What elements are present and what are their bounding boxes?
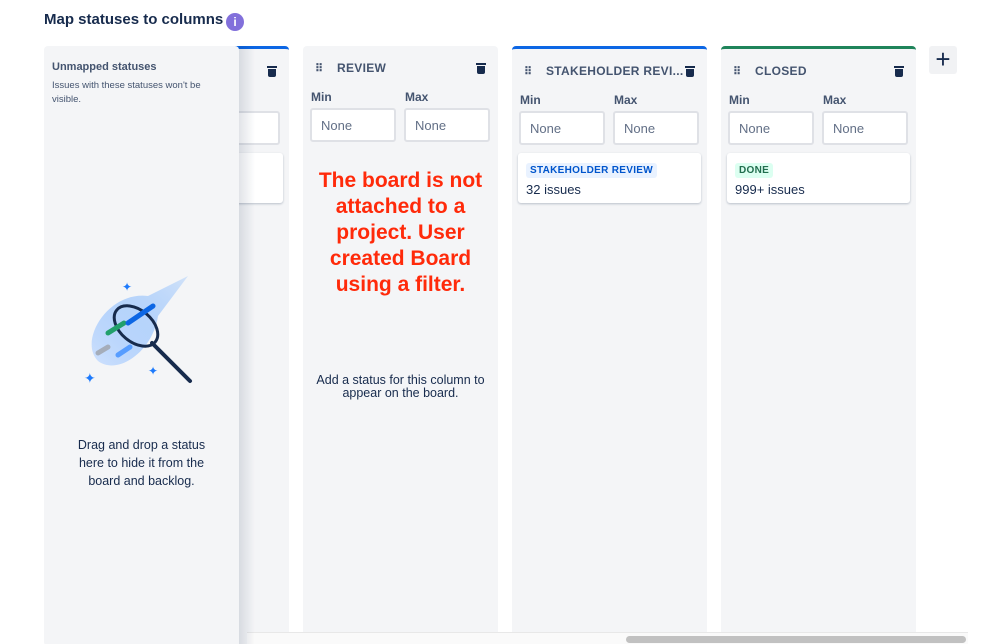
column-name[interactable]: REVIEW bbox=[337, 61, 387, 75]
svg-text:✦: ✦ bbox=[84, 370, 96, 386]
issue-count: 999+ issues bbox=[735, 182, 805, 197]
status-lozenge: STAKEHOLDER REVIEW bbox=[526, 163, 657, 178]
horizontal-scrollbar[interactable] bbox=[247, 632, 968, 644]
unmapped-title: Unmapped statuses bbox=[52, 61, 157, 73]
max-input[interactable]: None bbox=[822, 111, 908, 145]
svg-text:✦: ✦ bbox=[122, 280, 132, 294]
max-label: Max bbox=[823, 93, 847, 107]
status-lozenge: DONE bbox=[735, 163, 774, 178]
add-column-button[interactable]: + bbox=[929, 46, 957, 74]
min-label: Min bbox=[729, 93, 750, 107]
svg-text:✦: ✦ bbox=[148, 364, 158, 378]
unmapped-subtitle: Issues with these statuses won't be visi… bbox=[52, 80, 201, 105]
column-stakeholder-review: ⠿ STAKEHOLDER REVI... Min Max None None S… bbox=[512, 46, 707, 644]
delete-column-icon[interactable] bbox=[894, 65, 904, 77]
min-label: Min bbox=[520, 93, 541, 107]
net-illustration-icon: ✦ ✦ ✦ bbox=[84, 276, 192, 386]
delete-column-icon[interactable] bbox=[685, 65, 695, 77]
drag-handle-icon[interactable]: ⠿ bbox=[524, 65, 532, 78]
min-label: Min bbox=[311, 90, 332, 104]
column-name[interactable]: STAKEHOLDER REVI... bbox=[546, 64, 684, 78]
info-icon[interactable]: i bbox=[226, 13, 244, 31]
status-card[interactable]: DONE 999+ issues bbox=[727, 153, 910, 203]
max-label: Max bbox=[405, 90, 429, 104]
scrollbar-thumb[interactable] bbox=[626, 636, 966, 643]
delete-column-icon[interactable] bbox=[267, 65, 277, 77]
status-card[interactable]: STAKEHOLDER REVIEW 32 issues bbox=[518, 153, 701, 203]
empty-column-text: Add a status for this column to appear o… bbox=[316, 373, 485, 400]
max-input[interactable]: None bbox=[404, 108, 490, 142]
min-input[interactable]: None bbox=[310, 108, 396, 142]
drag-handle-icon[interactable]: ⠿ bbox=[733, 65, 741, 78]
max-input[interactable]: None bbox=[613, 111, 699, 145]
annotation-text: The board is not attached to a project. … bbox=[318, 169, 483, 296]
unmapped-statuses-panel: Unmapped statuses Issues with these stat… bbox=[44, 46, 239, 644]
drag-handle-icon[interactable]: ⠿ bbox=[315, 62, 323, 75]
column-board: Unmapped statuses Issues with these stat… bbox=[0, 46, 970, 644]
page-title: Map statuses to columns bbox=[44, 11, 224, 28]
column-review: ⠿ REVIEW Min Max None None Add a status f… bbox=[303, 46, 498, 644]
min-input[interactable]: None bbox=[728, 111, 814, 145]
max-label: Max bbox=[614, 93, 638, 107]
min-input[interactable]: None bbox=[519, 111, 605, 145]
unmapped-empty-text: Drag and drop a status here to hide it f… bbox=[77, 438, 206, 488]
issue-count: 32 issues bbox=[526, 182, 581, 197]
delete-column-icon[interactable] bbox=[476, 62, 486, 74]
panel-shadow bbox=[239, 46, 255, 644]
column-name[interactable]: CLOSED bbox=[755, 64, 807, 78]
column-closed: ⠿ CLOSED Min Max None None DONE 999+ issu… bbox=[721, 46, 916, 644]
